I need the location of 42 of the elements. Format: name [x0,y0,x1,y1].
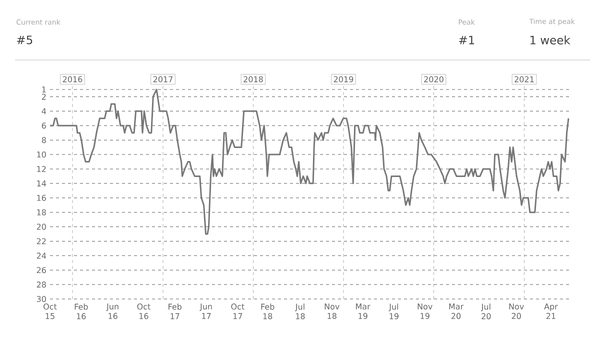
y-tick-label: 28 [36,282,46,288]
y-tick-label: 24 [36,252,46,259]
y-tick-label: 20 [36,224,46,230]
text: #1 [459,36,474,44]
y-tick-label: 4 [42,108,46,114]
x-tick-label: Oct 15 [44,304,57,320]
y-tick-label: 12 [37,166,46,172]
y-tick-label: 6 [42,122,46,129]
y-tick-label: 18 [37,209,46,216]
ref-line-label: 2016 [62,76,82,82]
y-tick-label: 30 [36,296,46,302]
y-tick-label: 22 [36,238,46,244]
x-tick-label: Feb 17 [168,304,182,320]
x-tick-label: Feb 16 [74,304,88,320]
x-tick-label: Nov 19 [418,304,432,319]
x-tick-label: Oct 17 [231,304,244,319]
text: 1 week [530,36,570,44]
x-tick-label: Jul 19 [388,304,398,320]
y-tick-label: 10 [37,151,46,158]
x-tick-label: Jun 16 [106,304,118,319]
x-tick-label: Mar 20 [449,304,464,319]
y-tick-label: 2 [42,94,46,100]
ref-line-label: 2019 [334,76,354,82]
ref-line-label: 2021 [514,76,534,82]
x-tick-label: Jun 17 [200,304,212,319]
x-tick-label: Oct 16 [137,304,150,320]
x-tick-label: Apr 21 [544,304,558,319]
ref-line-label: 2017 [153,76,172,82]
x-tick-label: Mar 19 [356,304,370,319]
ref-line-label: 2018 [244,76,263,82]
y-tick-label: 16 [37,194,46,201]
y-tick-label: 8 [42,137,46,144]
x-tick-label: Jul 18 [294,304,305,320]
y-tick-label: 1 [42,86,46,92]
x-tick-label: Feb 18 [261,304,274,320]
x-tick-label: Jul 20 [480,304,491,320]
text: #5 [17,36,32,44]
y-tick-label: 14 [37,180,46,186]
x-tick-label: Nov 18 [324,304,340,319]
ref-line-label: 2020 [424,76,444,82]
y-tick-label: 26 [36,267,46,274]
x-tick-label: Nov 20 [509,304,524,319]
